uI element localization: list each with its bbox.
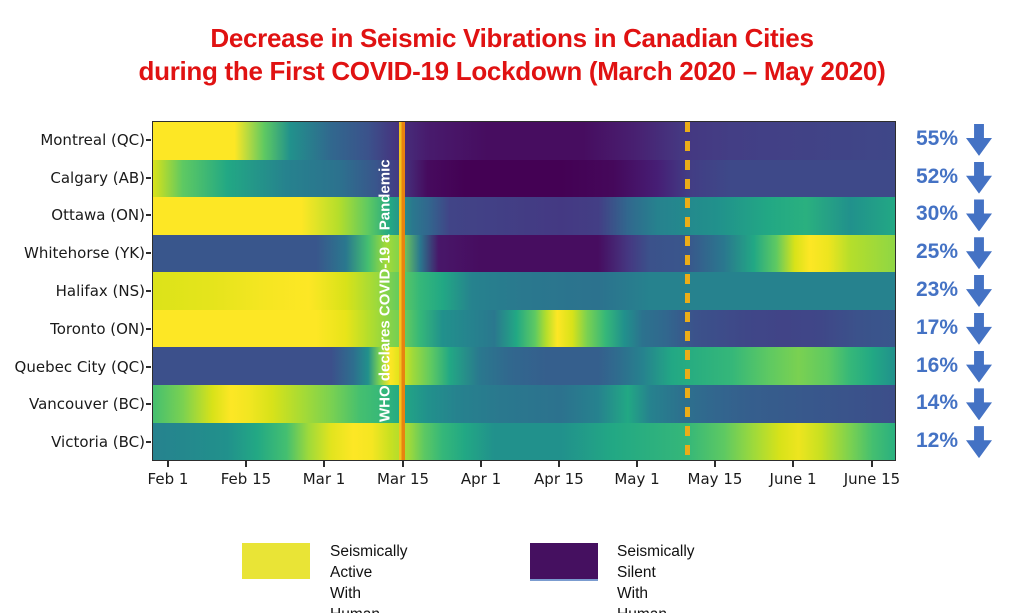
x-tick-label: May 15 [687, 470, 743, 488]
down-arrow-icon [966, 388, 992, 421]
heatmap-row [153, 309, 895, 348]
y-tick-mark [146, 214, 151, 217]
x-tick-mark [323, 461, 325, 467]
legend-swatch [242, 543, 310, 579]
legend-label-line2: With Human Activity [330, 585, 380, 613]
x-tick-label: May 1 [614, 470, 660, 488]
x-tick-label: Mar 1 [302, 470, 346, 488]
heatmap-row [153, 272, 895, 310]
legend-label-line2: With Human Activity [617, 585, 667, 613]
heatmap-plot: WHO declares COVID-19 a Pandemic [152, 121, 896, 461]
decrease-percent-label: 52% [915, 164, 958, 188]
x-tick-mark [792, 461, 795, 467]
x-axis: Feb 1 Feb 15 Mar 1 Mar 15 Apr 1 Apr 15 M… [148, 461, 900, 497]
decrease-percent-label: 16% [915, 353, 958, 377]
city-label: Toronto (ON) [50, 319, 145, 338]
heatmap-row [153, 122, 895, 160]
decrease-percent-label: 25% [915, 240, 958, 264]
city-label: Vancouver (BC) [29, 395, 145, 414]
x-tick-mark [402, 461, 405, 467]
y-tick-mark [146, 176, 151, 179]
y-tick-mark [146, 365, 151, 368]
heatmap-row [153, 347, 895, 385]
legend-label: Seismically Silent With Human Activity [617, 541, 695, 613]
decrease-percent-label: 12% [915, 429, 958, 453]
x-tick-label: Feb 1 [147, 470, 189, 488]
city-label: Calgary (AB) [50, 168, 145, 187]
x-tick-label: June 1 [769, 470, 817, 488]
decrease-percent-label: 17% [915, 315, 958, 339]
x-tick-mark [244, 461, 247, 467]
legend-label: Seismically Active With Human Activity [330, 541, 408, 613]
decrease-percent-label: 30% [915, 202, 958, 226]
down-arrow-icon [966, 199, 992, 232]
down-arrow-icon [966, 275, 992, 307]
heatmap-row [153, 422, 895, 461]
x-tick-label: Apr 15 [534, 470, 584, 488]
x-tick-label: June 15 [843, 470, 901, 488]
x-tick-label: Mar 15 [376, 470, 430, 488]
down-arrow-icon [966, 426, 992, 459]
down-arrow-icon [966, 312, 992, 345]
heatmap-row [153, 197, 895, 235]
down-arrow-icon [966, 350, 992, 383]
y-tick-mark [146, 403, 151, 406]
legend-label-line1: Seismically Silent [617, 543, 695, 581]
x-tick-mark [166, 461, 169, 467]
city-label: Quebec City (QC) [14, 357, 145, 376]
heatmap-rows [153, 122, 895, 461]
y-tick-mark [146, 290, 151, 292]
city-label: Halifax (NS) [55, 282, 145, 300]
decrease-percent-label: 14% [915, 391, 958, 415]
dashed-reference-line [685, 122, 691, 460]
x-tick-mark [713, 461, 716, 467]
decrease-percent-label: 23% [915, 278, 958, 301]
city-label: Victoria (BC) [51, 433, 145, 452]
city-label: Ottawa (ON) [51, 206, 145, 225]
y-tick-mark [146, 252, 151, 255]
who-pandemic-line [398, 122, 405, 460]
x-tick-mark [479, 461, 482, 467]
down-arrow-icon [966, 237, 992, 270]
x-tick-mark [636, 461, 638, 467]
legend-swatch [530, 543, 598, 581]
heatmap-row [153, 159, 895, 198]
y-tick-mark [146, 327, 151, 330]
chart-title-line1: Decrease in Seismic Vibrations in Canadi… [210, 23, 814, 53]
chart-title-line2: during the First COVID-19 Lockdown (Marc… [138, 56, 886, 86]
chart-title: Decrease in Seismic Vibrations in Canadi… [0, 22, 1024, 88]
heatmap-row [153, 234, 895, 273]
heatmap-row [153, 384, 895, 423]
x-tick-mark [870, 461, 873, 467]
x-tick-label: Apr 1 [460, 470, 502, 488]
x-tick-label: Feb 15 [220, 470, 272, 488]
y-tick-mark [146, 441, 151, 444]
x-tick-mark [557, 461, 560, 467]
who-pandemic-annotation-text: WHO declares COVID-19 a Pandemic [376, 159, 394, 423]
decrease-percent-label: 55% [915, 126, 958, 150]
down-arrow-icon [966, 123, 992, 156]
city-label: Whitehorse (YK) [24, 244, 145, 263]
city-label: Montreal (QC) [40, 130, 145, 149]
y-tick-mark [146, 138, 151, 141]
legend-label-line1: Seismically Active [330, 543, 408, 581]
down-arrow-icon [966, 161, 992, 194]
